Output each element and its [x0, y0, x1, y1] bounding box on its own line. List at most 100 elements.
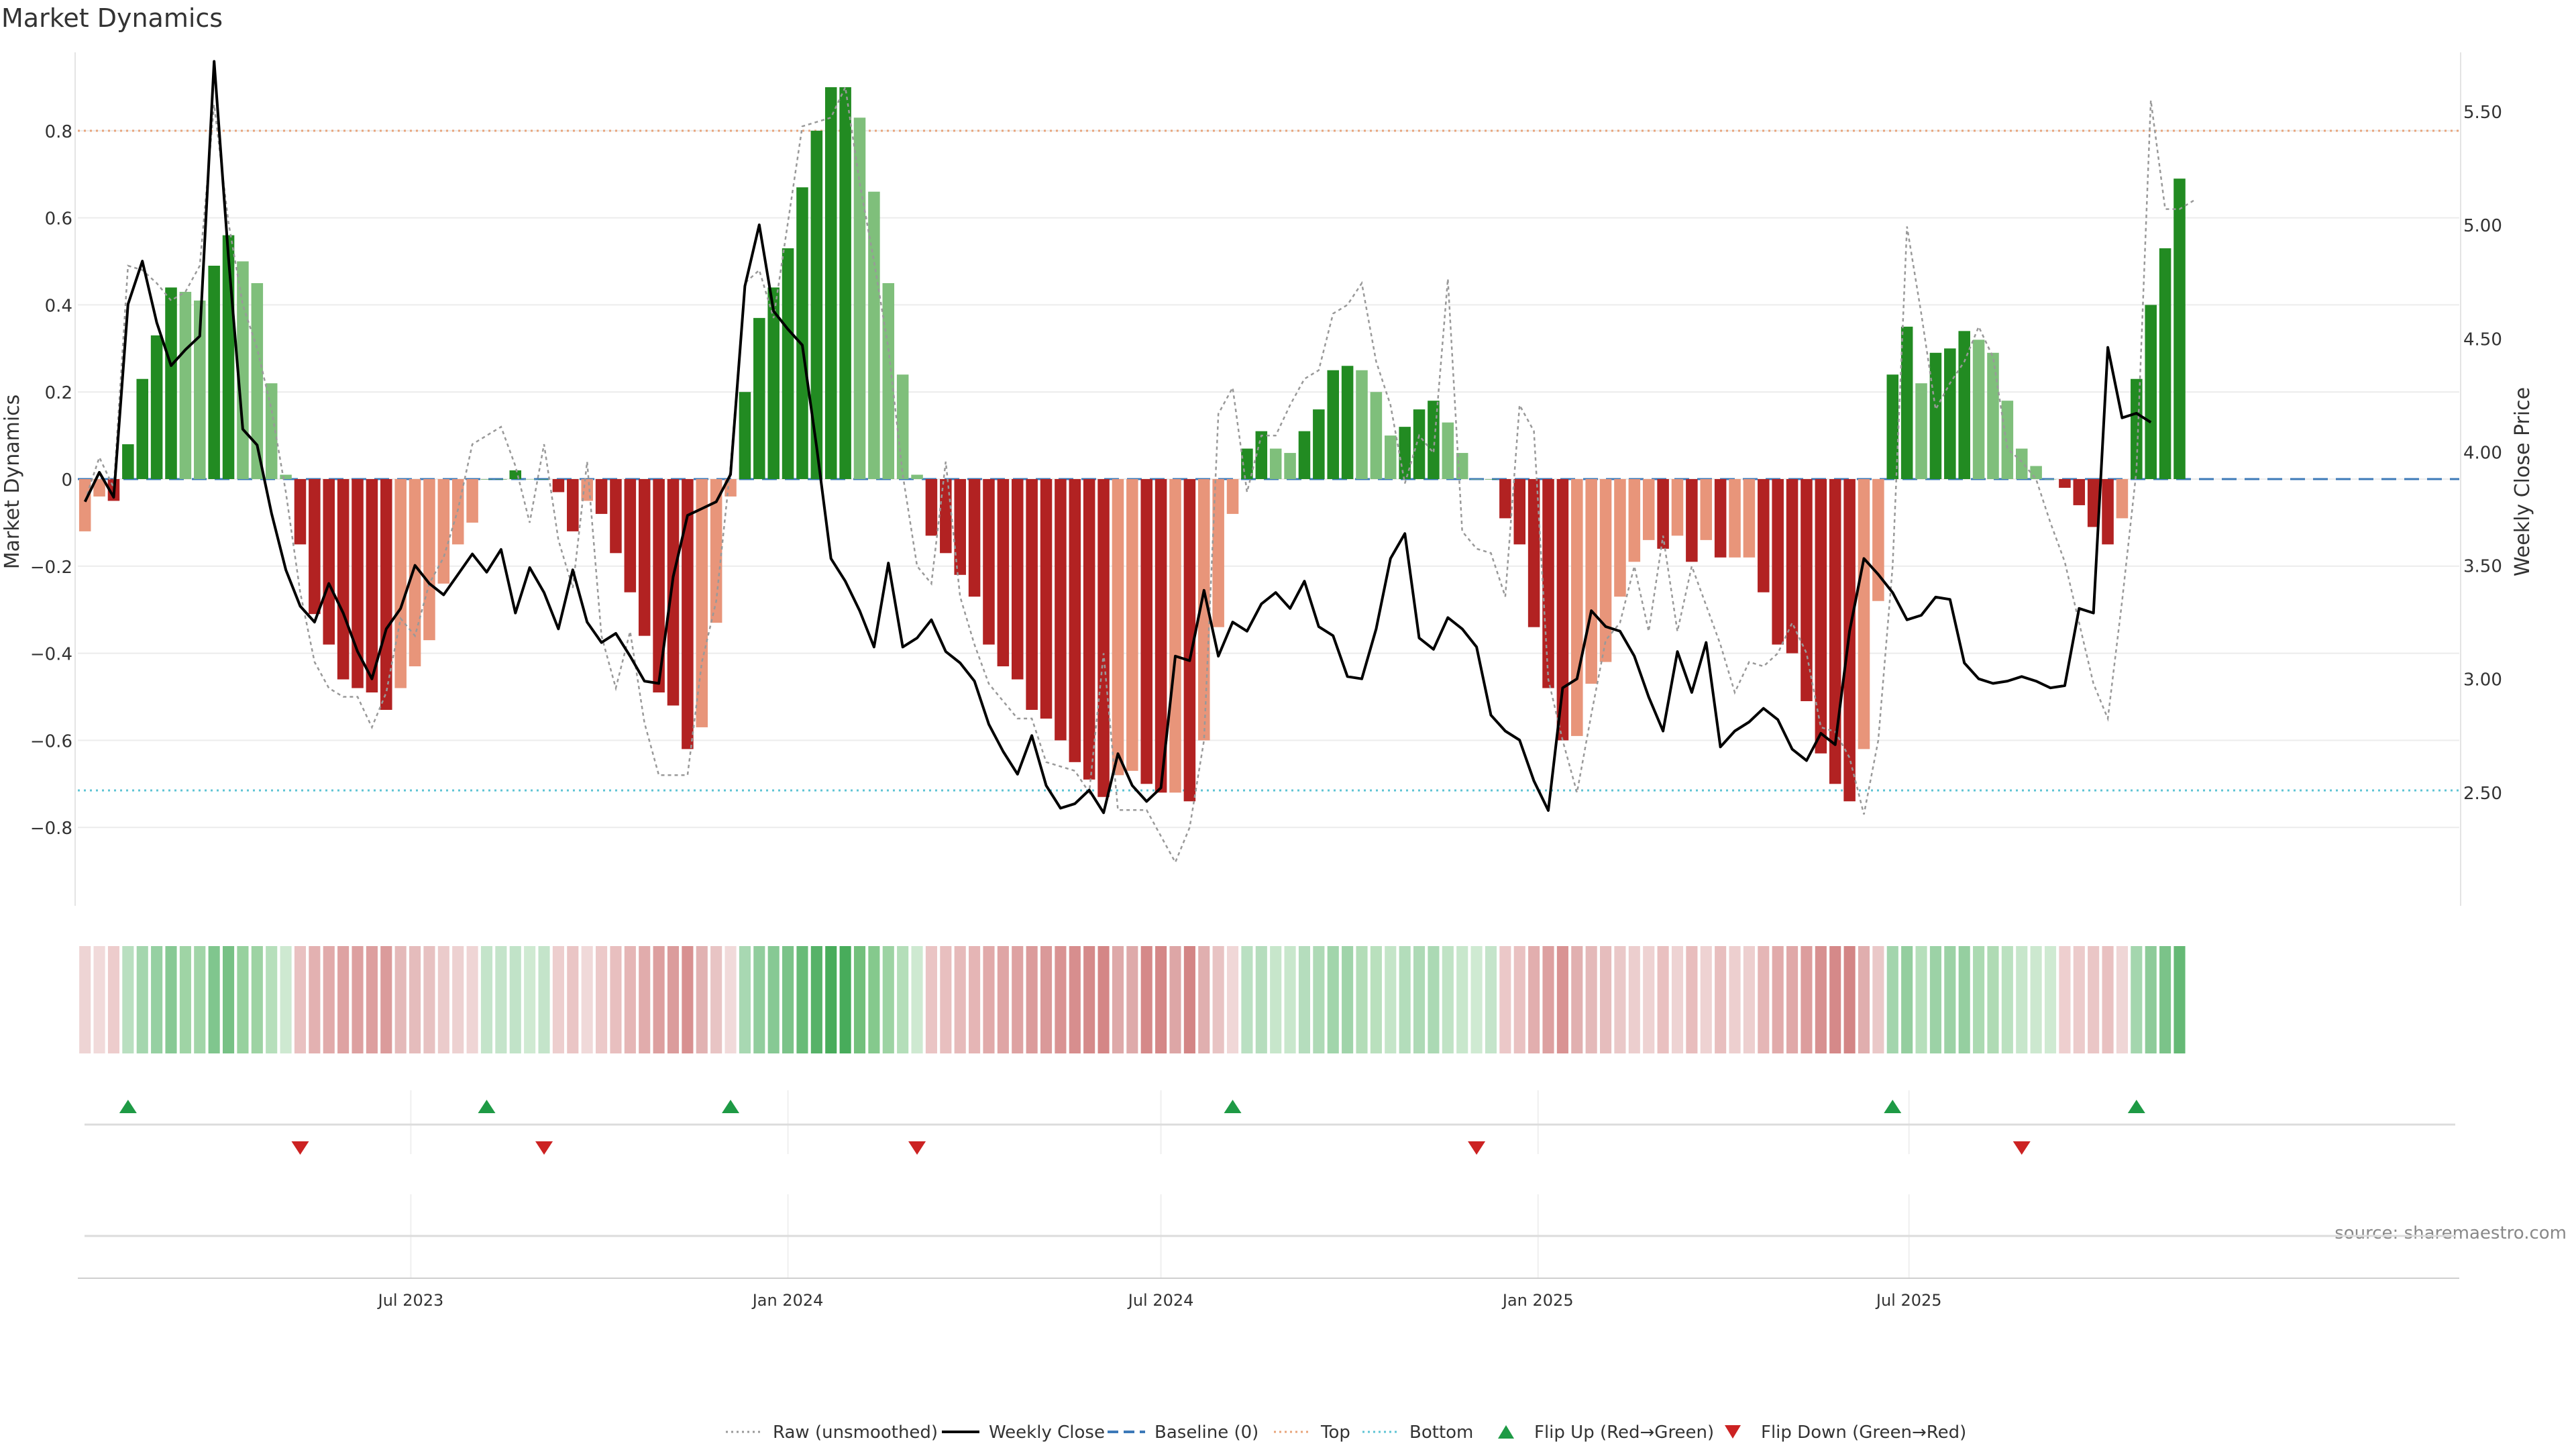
strip-cell [79, 946, 91, 1053]
strip-cell [969, 946, 981, 1053]
bar [638, 479, 651, 636]
bar [1758, 479, 1770, 592]
y-tick-label-left: 0.8 [45, 122, 72, 142]
strip-cell [1829, 946, 1841, 1053]
bar [1284, 453, 1296, 479]
flip-up-marker [1224, 1100, 1242, 1113]
strip-cell [423, 946, 435, 1053]
strip-cell [1772, 946, 1784, 1053]
strip-cell [2059, 946, 2071, 1053]
bar [1097, 479, 1110, 797]
strip-cell [452, 946, 464, 1053]
strip-cell [524, 946, 536, 1053]
bar [595, 479, 608, 514]
bar [696, 479, 708, 727]
bar [538, 479, 550, 480]
strip-cell [839, 946, 851, 1053]
y-tick-label-right: 4.00 [2463, 443, 2502, 463]
strip-cell [1284, 946, 1296, 1053]
bar [1599, 479, 1612, 662]
flip-up-marker [119, 1100, 137, 1113]
strip-cell [151, 946, 163, 1053]
strip-cell [724, 946, 737, 1053]
strip-cell [1585, 946, 1597, 1053]
bar [2044, 479, 2057, 480]
strip-cell [1226, 946, 1239, 1053]
bar [1169, 479, 1181, 793]
flip-down-marker [291, 1141, 309, 1155]
strip-cell [567, 946, 579, 1053]
bar [2087, 479, 2100, 527]
bar [1183, 479, 1196, 802]
x-tick-label: Jul 2024 [1127, 1291, 1194, 1310]
strip-cell [639, 946, 651, 1053]
flip-up-marker [2127, 1100, 2145, 1113]
strip-cell [1069, 946, 1081, 1053]
bar [2174, 178, 2186, 479]
bar [1628, 479, 1641, 562]
bar [624, 479, 637, 592]
strip-cell [997, 946, 1009, 1053]
bar [1069, 479, 1081, 762]
bar [480, 479, 493, 480]
legend-item: Weekly Close [942, 1422, 1105, 1443]
strip-cell [1542, 946, 1554, 1053]
x-tick-label: Jul 2025 [1875, 1291, 1942, 1310]
strip-cell [1456, 946, 1468, 1053]
strip-cell [1643, 946, 1655, 1053]
raw-line [84, 84, 2195, 864]
bar [1212, 479, 1224, 627]
strip-cell [954, 946, 966, 1053]
bar [165, 287, 177, 479]
strip-cell [538, 946, 550, 1053]
bar [179, 291, 192, 479]
bar [1442, 422, 1454, 479]
bar [552, 479, 565, 492]
strip-cell [352, 946, 364, 1053]
bar [1255, 431, 1268, 479]
bar [581, 479, 593, 501]
strip-cell [1470, 946, 1483, 1053]
bar [1112, 479, 1124, 776]
bar [1298, 431, 1311, 479]
strip-cell [667, 946, 680, 1053]
bar [1513, 479, 1526, 545]
strip-cell [208, 946, 220, 1053]
strip-cell [1729, 946, 1741, 1053]
bar [911, 474, 923, 479]
strip-cell [480, 946, 493, 1053]
strip-cell [925, 946, 937, 1053]
bar [1642, 479, 1655, 540]
legend-item: Baseline (0) [1108, 1422, 1258, 1443]
strip-cell [2145, 946, 2157, 1053]
bar [2030, 466, 2042, 479]
strip-cell [1083, 946, 1095, 1053]
bar [2015, 448, 2028, 479]
bar [1140, 479, 1152, 784]
bar [1729, 479, 1741, 558]
bar [208, 266, 220, 479]
strip-cell [897, 946, 909, 1053]
strip-cell [1097, 946, 1110, 1053]
bar [796, 187, 808, 479]
strip-cell [696, 946, 708, 1053]
bar [366, 479, 378, 692]
strip-cell [1657, 946, 1669, 1053]
bar [839, 87, 851, 480]
strip-cell [1342, 946, 1354, 1053]
strip-cell [1026, 946, 1038, 1053]
strip-cell [394, 946, 407, 1053]
strip-cell [1858, 946, 1870, 1053]
strip-cell [1743, 946, 1755, 1053]
strip-cell [1356, 946, 1368, 1053]
bar [853, 117, 866, 480]
bar [394, 479, 407, 688]
bar [739, 392, 751, 479]
bar [1356, 370, 1368, 479]
bar [1341, 366, 1354, 479]
bar [882, 282, 895, 479]
strip-cell [194, 946, 206, 1053]
bar [265, 383, 278, 479]
bar [1126, 479, 1138, 771]
flip-up-marker [1884, 1100, 1902, 1113]
